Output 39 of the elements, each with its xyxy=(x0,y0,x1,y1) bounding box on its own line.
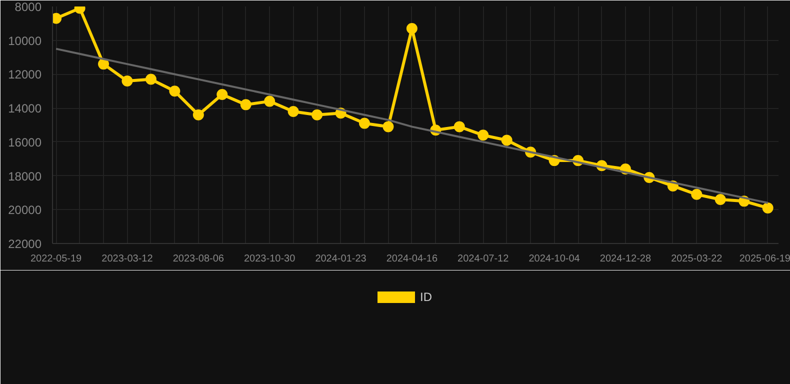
point xyxy=(382,121,394,132)
legend-label: ID xyxy=(420,290,433,304)
x-tick-label: 2022-05-19 xyxy=(30,254,82,264)
point xyxy=(501,134,512,146)
point xyxy=(454,121,465,132)
point xyxy=(240,99,252,110)
y-tick-label: 10000 xyxy=(8,34,42,48)
x-tick-label: 2024-10-04 xyxy=(528,254,580,264)
y-tick-label: 18000 xyxy=(8,169,42,184)
x-tick-label: 2024-04-16 xyxy=(386,254,438,264)
x-tick-label: 2023-10-30 xyxy=(244,254,296,264)
x-tick-label: 2024-12-28 xyxy=(600,254,652,264)
y-tick-label: 12000 xyxy=(8,68,42,82)
point xyxy=(192,109,204,120)
y-tick-label: 8000 xyxy=(14,0,42,14)
point xyxy=(145,74,156,85)
point xyxy=(478,130,489,141)
point xyxy=(122,75,133,86)
point xyxy=(406,23,418,34)
point xyxy=(264,96,276,107)
y-tick-label: 14000 xyxy=(8,102,42,116)
x-tick-label: 2025-03-22 xyxy=(671,254,723,264)
x-tick-label: 2024-01-23 xyxy=(315,254,367,264)
x-tick-label: 2023-08-06 xyxy=(172,254,224,264)
x-tick-label: 2024-07-12 xyxy=(458,254,510,264)
point xyxy=(98,58,110,70)
point xyxy=(216,89,228,100)
point xyxy=(358,118,370,129)
point xyxy=(762,202,774,214)
point xyxy=(691,188,702,200)
point xyxy=(714,194,726,205)
y-tick-label: 20000 xyxy=(8,203,42,218)
x-tick-label: 2023-03-12 xyxy=(102,254,154,264)
x-tick-label: 2025-06-19 xyxy=(739,254,790,264)
y-tick-label: 16000 xyxy=(8,135,42,150)
y-tick-label: 22000 xyxy=(8,237,42,251)
point xyxy=(288,106,299,117)
point xyxy=(169,86,180,97)
point xyxy=(312,109,323,120)
